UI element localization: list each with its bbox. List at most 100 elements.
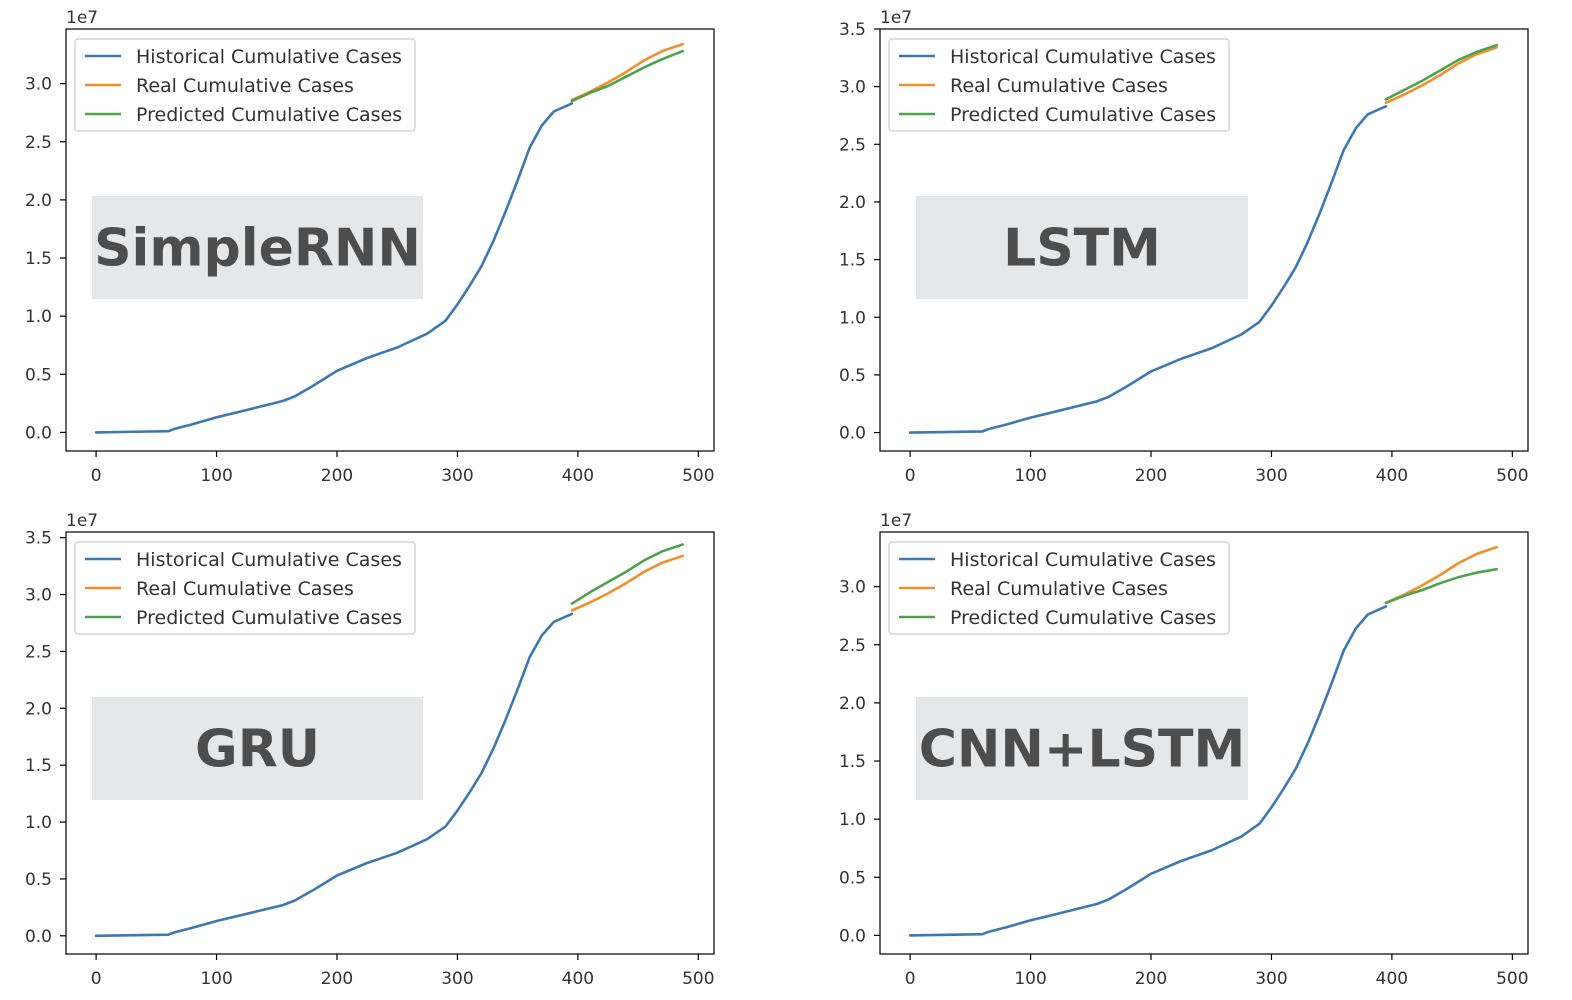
legend-frame	[74, 541, 416, 635]
x-tick-label: 200	[321, 466, 353, 486]
model-label: SimpleRNN	[94, 219, 421, 279]
x-tick-label: 0	[905, 969, 916, 989]
y-tick-label: 0.5	[839, 366, 866, 386]
x-tick-label: 300	[441, 466, 473, 486]
x-tick-label: 0	[905, 466, 916, 486]
y-tick-label: 3.0	[839, 78, 866, 98]
axes-frame	[879, 28, 1529, 452]
y-offset-label: 1e7	[66, 511, 98, 531]
legend: Historical Cumulative Cases Real Cumulati…	[888, 38, 1230, 132]
y-tick-label: 0.5	[25, 365, 52, 385]
y-tick-label: 2.5	[25, 133, 52, 153]
legend-entry-label: Real Cumulative Cases	[136, 75, 354, 97]
model-label-box	[92, 196, 423, 299]
subplot-1: SimpleRNN 0 100 200 300 400 500 0.0 0.5 1.0 1.5 2.0…	[25, 8, 715, 486]
y-tick-label: 0.0	[839, 424, 866, 444]
legend-entry-label: Historical Cumulative Cases	[136, 46, 402, 68]
y-tick-label: 3.0	[839, 578, 866, 598]
y-tick-label: 1.0	[839, 810, 866, 830]
model-label-box	[916, 196, 1248, 299]
y-offset-label: 1e7	[880, 511, 912, 531]
series-line-real	[1384, 46, 1498, 105]
x-tick-label: 300	[1255, 466, 1287, 486]
series-line-predicted	[1384, 567, 1498, 605]
y-tick-label: 0.5	[839, 868, 866, 888]
series-line-predicted	[570, 49, 685, 103]
x-tick-label: 100	[200, 969, 232, 989]
y-tick-label: 1.5	[839, 251, 866, 271]
legend-frame	[888, 38, 1230, 132]
y-tick-label: 3.0	[25, 586, 52, 606]
series-line-historical	[908, 105, 1388, 434]
model-label: CNN+LSTM	[919, 720, 1246, 780]
legend: Historical Cumulative Cases Real Cumulati…	[888, 541, 1230, 635]
subplot-2: LSTM 0 100 200 300 400 500 0.0 0.5 1.0 1.5 2.0 2.5 3.…	[839, 8, 1529, 486]
x-tick-label: 400	[562, 969, 594, 989]
y-tick-label: 2.5	[25, 642, 52, 662]
axes-frame	[879, 531, 1529, 955]
x-tick-label: 400	[1376, 466, 1408, 486]
legend-entry-label: Predicted Cumulative Cases	[950, 607, 1216, 629]
y-tick-label: 1.5	[25, 756, 52, 776]
x-tick-label: 100	[1014, 466, 1046, 486]
y-tick-label: 3.5	[25, 529, 52, 549]
series-line-predicted	[570, 543, 685, 606]
subplot-4: CNN+LSTM 0 100 200 300 400 500 0.0 0.5 1.0 1.5 2.0 2…	[839, 511, 1529, 989]
y-tick-label: 3.5	[839, 20, 866, 40]
legend: Historical Cumulative Cases Real Cumulati…	[74, 38, 416, 132]
x-tick-label: 100	[1014, 969, 1046, 989]
model-label: LSTM	[1003, 219, 1161, 279]
model-label-box	[916, 697, 1248, 800]
model-label-box	[92, 697, 423, 800]
legend-entry-label: Predicted Cumulative Cases	[950, 104, 1216, 126]
y-tick-label: 0.0	[25, 423, 52, 443]
y-tick-label: 1.0	[25, 813, 52, 833]
legend-entry-label: Historical Cumulative Cases	[950, 549, 1216, 571]
y-offset-label: 1e7	[880, 8, 912, 28]
series-line-historical	[94, 612, 574, 938]
axes-frame	[65, 531, 715, 955]
legend-entry-label: Historical Cumulative Cases	[136, 549, 402, 571]
y-tick-label: 1.0	[839, 308, 866, 328]
y-tick-label: 2.0	[25, 191, 52, 211]
legend-frame	[74, 38, 416, 132]
x-tick-label: 200	[1135, 466, 1167, 486]
legend-frame	[888, 541, 1230, 635]
x-tick-label: 400	[1376, 969, 1408, 989]
series-line-historical	[908, 605, 1388, 937]
y-tick-label: 1.0	[25, 307, 52, 327]
x-tick-label: 400	[562, 466, 594, 486]
y-tick-label: 0.5	[25, 870, 52, 890]
x-tick-label: 500	[682, 969, 714, 989]
series-line-real	[570, 554, 685, 612]
x-tick-label: 500	[1496, 969, 1528, 989]
y-tick-label: 0.0	[25, 927, 52, 947]
y-tick-label: 2.0	[839, 694, 866, 714]
legend: Historical Cumulative Cases Real Cumulati…	[74, 541, 416, 635]
y-tick-label: 2.5	[839, 636, 866, 656]
y-tick-label: 2.0	[25, 699, 52, 719]
legend-entry-label: Real Cumulative Cases	[950, 578, 1168, 600]
x-tick-label: 0	[91, 969, 102, 989]
legend-entry-label: Predicted Cumulative Cases	[136, 607, 402, 629]
y-tick-label: 0.0	[839, 926, 866, 946]
y-tick-label: 2.0	[839, 193, 866, 213]
legend-entry-label: Historical Cumulative Cases	[950, 46, 1216, 68]
legend-entry-label: Real Cumulative Cases	[136, 578, 354, 600]
legend-entry-label: Real Cumulative Cases	[950, 75, 1168, 97]
subplot-3: GRU 0 100 200 300 400 500 0.0 0.5 1.0 1.5 2.0 2.5 3.0…	[25, 511, 715, 989]
x-tick-label: 0	[91, 466, 102, 486]
series-line-predicted	[1384, 43, 1498, 101]
y-tick-label: 3.0	[25, 75, 52, 95]
x-tick-label: 200	[1135, 969, 1167, 989]
series-line-historical	[94, 102, 574, 434]
axes-frame	[65, 28, 715, 452]
y-tick-label: 1.5	[25, 249, 52, 269]
x-tick-label: 200	[321, 969, 353, 989]
x-tick-label: 100	[200, 466, 232, 486]
x-tick-label: 500	[682, 466, 714, 486]
model-label: GRU	[195, 720, 320, 780]
x-tick-label: 300	[1255, 969, 1287, 989]
x-tick-label: 500	[1496, 466, 1528, 486]
